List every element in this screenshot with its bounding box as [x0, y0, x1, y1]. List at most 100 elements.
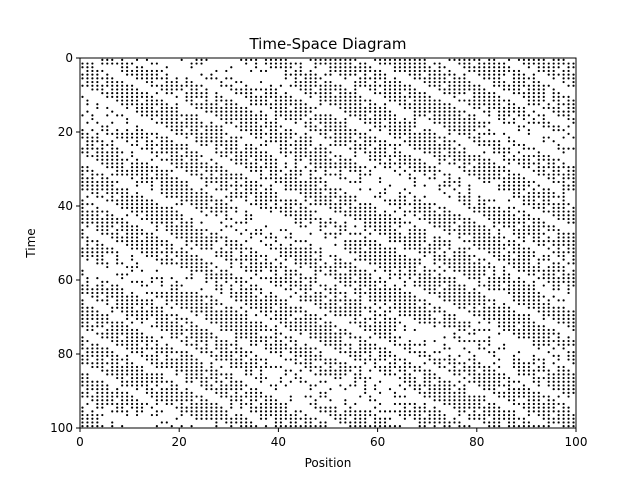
- vehicle-point: [359, 143, 362, 147]
- vehicle-point: [393, 288, 397, 291]
- vehicle-point: [150, 117, 154, 121]
- vehicle-point: [552, 240, 555, 243]
- vehicle-point: [428, 151, 431, 154]
- vehicle-point: [111, 173, 114, 176]
- vehicle-point: [463, 88, 466, 91]
- vehicle-point: [354, 265, 357, 269]
- vehicle-point: [86, 288, 89, 291]
- vehicle-point: [438, 295, 441, 298]
- vehicle-point: [86, 121, 89, 124]
- vehicle-point: [488, 262, 491, 265]
- vehicle-point: [557, 99, 560, 102]
- vehicle-point: [130, 254, 134, 258]
- vehicle-point: [443, 180, 446, 184]
- vehicle-point: [443, 343, 446, 346]
- vehicle-point: [240, 277, 243, 280]
- vehicle-point: [250, 180, 253, 184]
- vehicle-point: [468, 302, 471, 306]
- vehicle-point: [403, 154, 406, 158]
- vehicle-point: [339, 228, 342, 232]
- vehicle-point: [269, 184, 273, 187]
- vehicle-point: [269, 302, 273, 306]
- vehicle-point: [507, 291, 511, 295]
- vehicle-point: [408, 88, 411, 91]
- vehicle-point: [220, 273, 223, 276]
- vehicle-point: [557, 147, 560, 150]
- vehicle-point: [200, 188, 203, 191]
- vehicle-point: [235, 162, 238, 165]
- vehicle-point: [403, 95, 406, 98]
- vehicle-point: [542, 336, 545, 339]
- vehicle-point: [468, 273, 471, 276]
- vehicle-point: [383, 258, 387, 261]
- vehicle-point: [254, 265, 258, 269]
- vehicle-point: [195, 254, 198, 258]
- vehicle-point: [388, 336, 392, 339]
- vehicle-point: [220, 236, 223, 239]
- vehicle-point: [170, 262, 173, 265]
- vehicle-point: [369, 299, 372, 302]
- vehicle-point: [116, 273, 119, 276]
- vehicle-point: [552, 251, 555, 254]
- vehicle-point: [413, 92, 416, 95]
- vehicle-point: [235, 310, 238, 313]
- vehicle-point: [547, 166, 550, 169]
- vehicle-point: [150, 73, 154, 76]
- vehicle-point: [101, 284, 104, 287]
- vehicle-point: [378, 299, 382, 302]
- vehicle-point: [106, 225, 109, 228]
- vehicle-point: [165, 73, 168, 76]
- vehicle-point: [175, 191, 178, 195]
- vehicle-point: [552, 265, 555, 269]
- vehicle-point: [552, 317, 555, 320]
- vehicle-point: [488, 132, 491, 135]
- vehicle-point: [448, 110, 451, 113]
- vehicle-point: [542, 295, 545, 298]
- vehicle-point: [86, 284, 89, 287]
- vehicle-point: [210, 106, 213, 110]
- vehicle-point: [354, 88, 357, 91]
- vehicle-point: [488, 339, 491, 343]
- vehicle-point: [299, 99, 302, 102]
- vehicle-point: [498, 306, 501, 309]
- vehicle-point: [562, 136, 565, 139]
- vehicle-point: [532, 299, 535, 302]
- vehicle-point: [393, 284, 397, 287]
- vehicle-point: [344, 299, 347, 302]
- vehicle-point: [398, 240, 402, 243]
- vehicle-point: [254, 336, 258, 339]
- vehicle-point: [185, 317, 188, 320]
- vehicle-point: [443, 66, 446, 69]
- vehicle-point: [493, 314, 496, 317]
- vehicle-point: [319, 247, 322, 250]
- vehicle-point: [408, 132, 411, 135]
- vehicle-point: [374, 325, 377, 328]
- vehicle-point: [309, 336, 312, 339]
- vehicle-point: [572, 62, 575, 65]
- vehicle-point: [319, 151, 322, 154]
- vehicle-point: [309, 69, 312, 73]
- vehicle-point: [205, 332, 208, 335]
- vehicle-point: [448, 262, 451, 265]
- vehicle-point: [542, 317, 545, 320]
- vehicle-point: [86, 177, 89, 180]
- vehicle-point: [170, 210, 173, 213]
- vehicle-point: [349, 99, 352, 102]
- vehicle-point: [150, 347, 154, 350]
- vehicle-point: [254, 99, 258, 102]
- vehicle-point: [542, 62, 545, 65]
- vehicle-point: [448, 258, 451, 261]
- vehicle-point: [284, 214, 287, 217]
- vehicle-point: [418, 95, 421, 98]
- vehicle-point: [364, 291, 367, 295]
- vehicle-point: [155, 206, 158, 209]
- vehicle-point: [542, 95, 545, 98]
- vehicle-point: [324, 295, 327, 298]
- vehicle-point: [101, 77, 104, 80]
- vehicle-point: [210, 277, 213, 280]
- vehicle-point: [210, 243, 213, 246]
- vehicle-point: [106, 151, 109, 154]
- vehicle-point: [507, 280, 511, 283]
- vehicle-point: [165, 291, 168, 295]
- vehicle-point: [512, 177, 516, 180]
